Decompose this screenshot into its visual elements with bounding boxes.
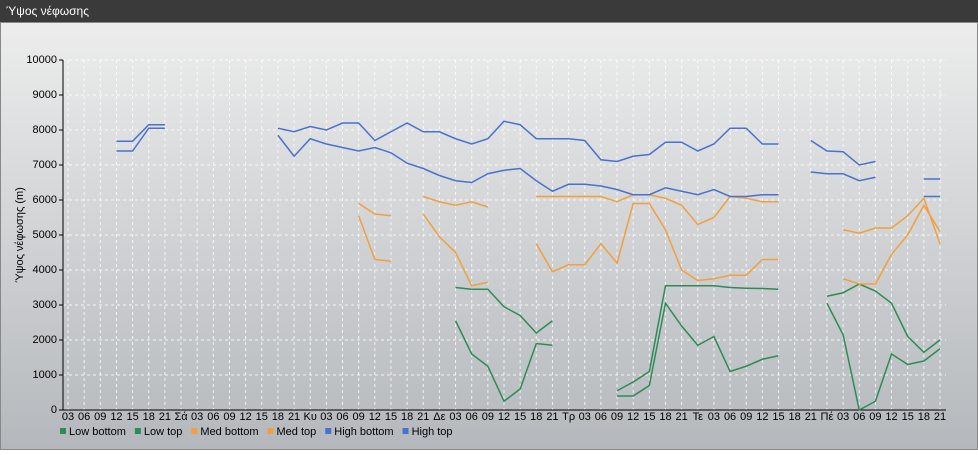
y-tick-label: 10000 bbox=[26, 54, 57, 66]
x-tick-label: Πέ bbox=[821, 411, 834, 423]
x-tick-label: 09 bbox=[94, 411, 106, 423]
x-tick-label: 18 bbox=[659, 411, 671, 423]
y-tick-label: 9000 bbox=[33, 89, 57, 101]
legend-swatch bbox=[267, 428, 274, 434]
x-tick-label: 03 bbox=[62, 411, 74, 423]
x-tick-label: 12 bbox=[627, 411, 639, 423]
legend-label: Low top bbox=[144, 426, 183, 438]
x-tick-label: 12 bbox=[240, 411, 252, 423]
x-tick-label: 12 bbox=[885, 411, 897, 423]
x-tick-label: 15 bbox=[385, 411, 397, 423]
x-tick-label: 03 bbox=[579, 411, 591, 423]
x-tick-label: 18 bbox=[530, 411, 542, 423]
y-tick-label: 0 bbox=[51, 404, 57, 416]
x-tick-label: 18 bbox=[143, 411, 155, 423]
x-tick-label: 09 bbox=[740, 411, 752, 423]
x-tick-label: 12 bbox=[756, 411, 768, 423]
x-tick-label: Σά bbox=[174, 411, 188, 423]
series-line bbox=[116, 127, 940, 198]
chart-panel bbox=[0, 22, 978, 450]
x-tick-label: Κυ bbox=[304, 411, 317, 423]
x-tick-label: 12 bbox=[110, 411, 122, 423]
legend-label: High bottom bbox=[334, 426, 393, 438]
x-tick-label: 18 bbox=[272, 411, 284, 423]
x-tick-label: 15 bbox=[514, 411, 526, 423]
series-line bbox=[454, 301, 941, 412]
x-tick-label: 09 bbox=[353, 411, 365, 423]
legend-swatch bbox=[402, 428, 409, 434]
x-tick-label: 21 bbox=[288, 411, 300, 423]
x-tick-label: 18 bbox=[789, 411, 801, 423]
legend-label: Low bottom bbox=[69, 426, 126, 438]
x-tick-label: 21 bbox=[159, 411, 171, 423]
x-tick-label: 06 bbox=[853, 411, 865, 423]
x-tick-label: 21 bbox=[805, 411, 817, 423]
x-tick-label: 03 bbox=[320, 411, 332, 423]
x-tick-label: 12 bbox=[498, 411, 510, 423]
x-tick-label: 12 bbox=[369, 411, 381, 423]
y-tick-label: 8000 bbox=[33, 124, 57, 136]
x-tick-label: 09 bbox=[223, 411, 235, 423]
x-tick-label: 06 bbox=[78, 411, 90, 423]
series-line bbox=[357, 202, 941, 287]
x-tick-label: 15 bbox=[643, 411, 655, 423]
x-tick-label: 06 bbox=[336, 411, 348, 423]
x-tick-label: 15 bbox=[126, 411, 138, 423]
title-bar bbox=[0, 0, 978, 22]
x-tick-label: 03 bbox=[449, 411, 461, 423]
x-tick-label: 15 bbox=[256, 411, 268, 423]
x-tick-label: 18 bbox=[918, 411, 930, 423]
x-tick-label: 21 bbox=[676, 411, 688, 423]
x-tick-label: 15 bbox=[772, 411, 784, 423]
series-line bbox=[358, 194, 941, 245]
x-tick-label: 21 bbox=[934, 411, 946, 423]
legend-swatch bbox=[60, 428, 66, 434]
legend-label: Med bottom bbox=[200, 426, 258, 438]
x-tick-label: 15 bbox=[902, 411, 914, 423]
x-tick-label: 09 bbox=[482, 411, 494, 423]
legend-label: High top bbox=[412, 426, 453, 438]
window-title: Ύψος νέφωσης bbox=[6, 4, 89, 18]
legend-swatch bbox=[134, 428, 141, 434]
y-tick-label: 1000 bbox=[33, 369, 57, 381]
x-tick-label: 21 bbox=[546, 411, 558, 423]
x-tick-label: 09 bbox=[869, 411, 881, 423]
series-line bbox=[455, 283, 941, 392]
y-tick-label: 3000 bbox=[33, 299, 57, 311]
x-tick-label: 06 bbox=[595, 411, 607, 423]
x-tick-label: 18 bbox=[401, 411, 413, 423]
x-tick-label: 03 bbox=[708, 411, 720, 423]
y-tick-label: 2000 bbox=[33, 334, 57, 346]
series-line bbox=[116, 120, 940, 180]
y-tick-label: 6000 bbox=[33, 194, 57, 206]
legend-swatch bbox=[191, 428, 198, 434]
x-tick-label: 06 bbox=[724, 411, 736, 423]
x-tick-label: 06 bbox=[207, 411, 219, 423]
y-tick-label: 4000 bbox=[33, 264, 57, 276]
x-tick-label: 06 bbox=[466, 411, 478, 423]
x-tick-label: 09 bbox=[611, 411, 623, 423]
x-tick-label: 03 bbox=[191, 411, 203, 423]
x-tick-label: Δε bbox=[433, 411, 445, 423]
y-axis-label: Ύψος νέφωσης (m) bbox=[14, 187, 26, 283]
y-tick-label: 5000 bbox=[33, 229, 57, 241]
x-tick-label: 21 bbox=[417, 411, 429, 423]
legend-swatch bbox=[325, 428, 332, 434]
x-tick-label: 03 bbox=[837, 411, 849, 423]
legend-label: Med top bbox=[277, 426, 317, 438]
y-tick-label: 7000 bbox=[33, 159, 57, 171]
x-tick-label: Τε bbox=[693, 411, 704, 423]
x-tick-label: Τρ bbox=[562, 411, 575, 423]
